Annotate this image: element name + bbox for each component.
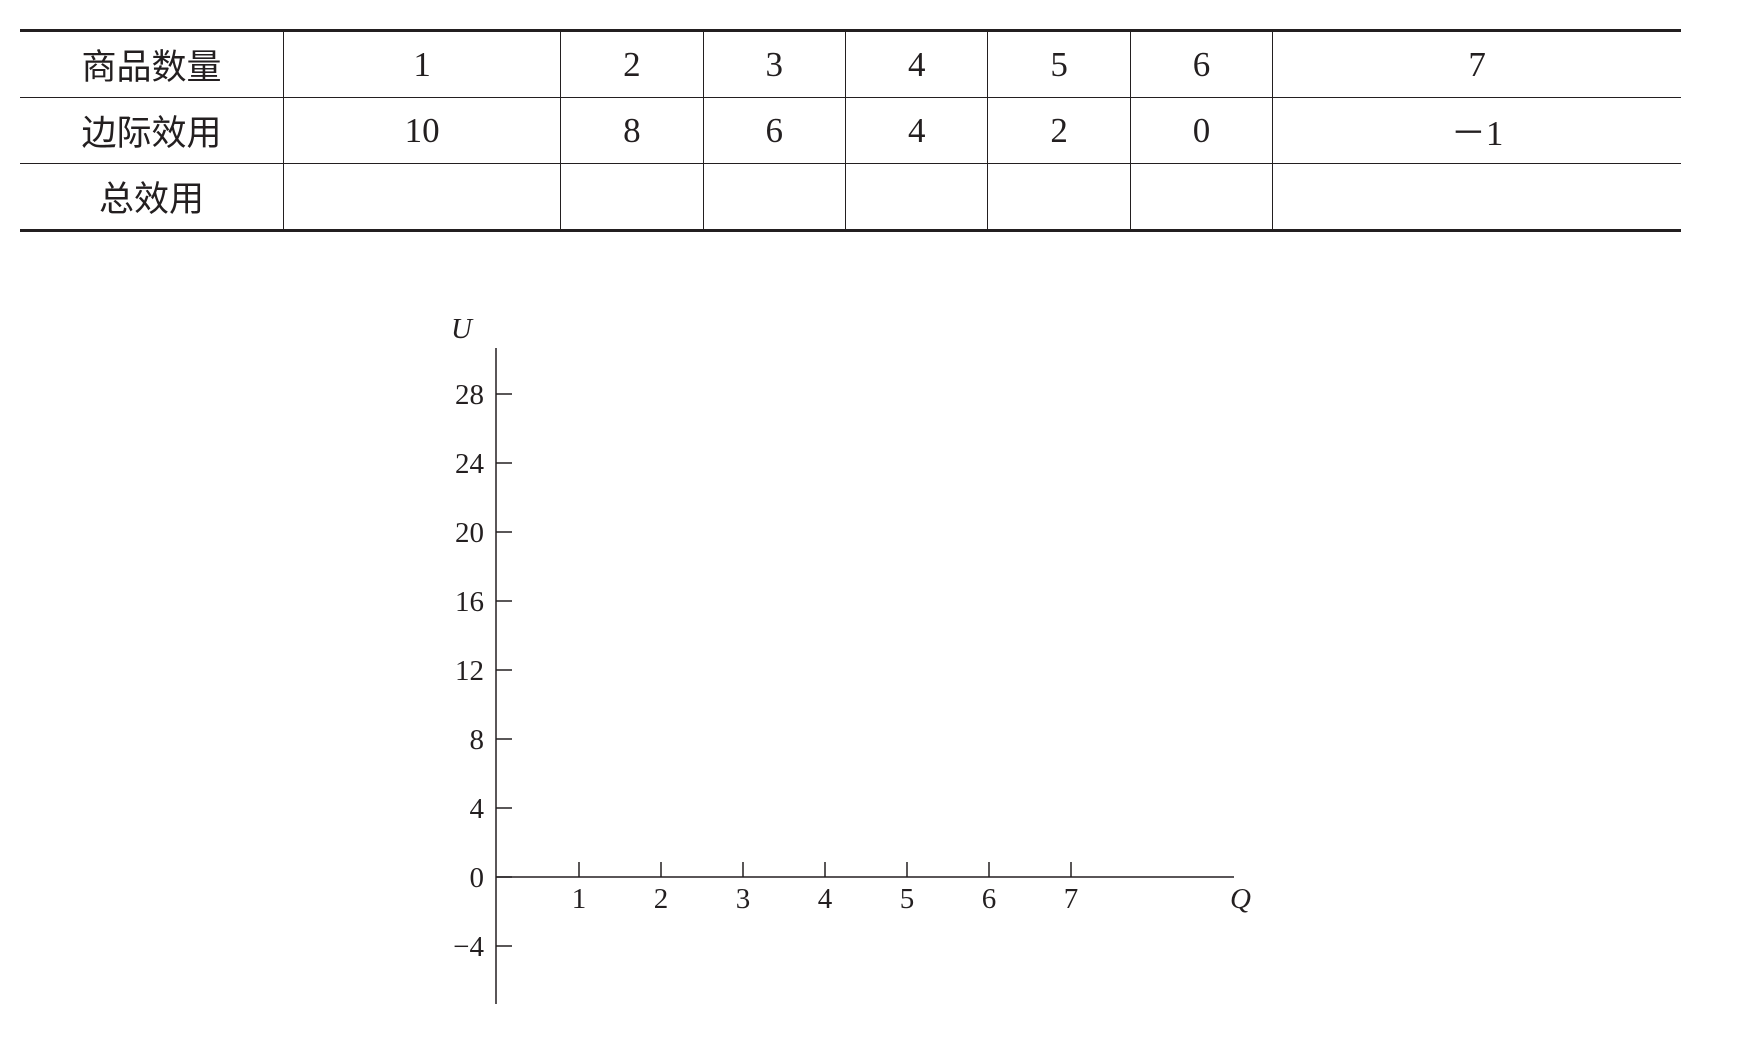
table-cell: 10: [282, 97, 561, 164]
table-cell: 2: [987, 97, 1131, 164]
y-tick-label: −4: [453, 931, 484, 963]
table-cell: [282, 163, 561, 231]
y-tick-label: 20: [455, 517, 484, 549]
y-tick-label: 28: [455, 379, 484, 411]
table-cell: 6: [702, 97, 846, 164]
table-cell: 4: [844, 30, 988, 98]
table-cell: [844, 163, 988, 231]
table-row: 边际效用 10 8 6 4 2 0 －1: [20, 97, 1681, 164]
y-tick-label: 4: [470, 793, 485, 825]
y-tick-label: 16: [455, 586, 484, 618]
table-cell: [987, 163, 1131, 231]
table-cell: 2: [560, 30, 704, 98]
y-tick-label: 8: [470, 724, 485, 756]
y-tick-label: 24: [455, 448, 485, 480]
row-header: 总效用: [98, 180, 204, 219]
table-cell: 3: [702, 30, 846, 98]
table-cell: 7: [1272, 30, 1681, 98]
table-row: 商品数量 1 2 3 4 5 6 7: [20, 30, 1681, 98]
table-cell: 6: [1129, 30, 1273, 98]
row-header: 商品数量: [20, 30, 284, 98]
x-tick-label: 1: [572, 883, 587, 915]
table-cell: [1129, 163, 1273, 231]
x-tick-label: 7: [1064, 883, 1079, 915]
table-row: 总效用: [20, 163, 1681, 231]
y-tick-label: 12: [455, 655, 484, 687]
table-cell: 4: [844, 97, 988, 164]
table-cell: [1272, 163, 1681, 231]
y-tick-label: 0: [470, 862, 485, 894]
x-tick-label: 3: [736, 883, 751, 915]
table-cell: 5: [987, 30, 1131, 98]
row-header: 边际效用: [20, 97, 284, 164]
x-tick-label: 2: [654, 883, 669, 915]
x-tick-label: 6: [982, 883, 997, 915]
utility-table: 商品数量 1 2 3 4 5 6 7 边际效用 10 8 6 4 2 0 －1 总效用: [20, 29, 1681, 232]
table-cell: [560, 163, 704, 231]
y-axis-label: U: [451, 313, 474, 345]
table-cell: 1: [282, 30, 561, 98]
table-cell: [702, 163, 846, 231]
table-cell: 8: [560, 97, 704, 164]
x-axis-label: Q: [1230, 883, 1251, 915]
x-tick-label: 4: [818, 883, 833, 915]
table-cell: －1: [1272, 97, 1681, 164]
table-cell: 0: [1129, 97, 1273, 164]
x-tick-label: 5: [900, 883, 915, 915]
